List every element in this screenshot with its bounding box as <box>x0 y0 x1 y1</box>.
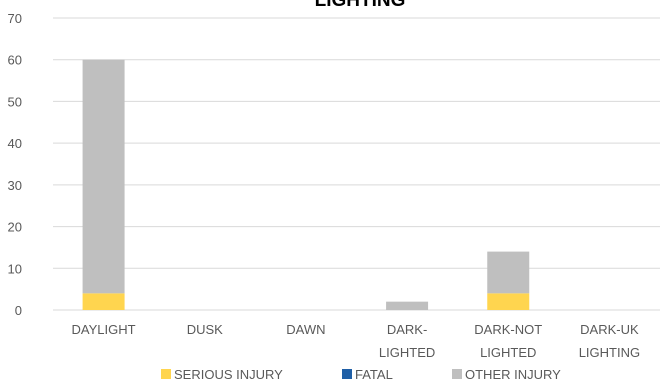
legend-label-2: OTHER INJURY <box>465 367 561 382</box>
y-tick-label: 30 <box>8 178 22 193</box>
x-category-label: DAWN <box>286 322 325 337</box>
x-category-label: DARK- LIGHTED <box>379 322 435 360</box>
x-category-label-line: LIGHTED <box>379 345 435 360</box>
x-category-label: DUSK <box>187 322 223 337</box>
legend-swatch-2 <box>452 369 462 379</box>
bar-other-injury-3 <box>386 301 429 310</box>
x-category-label-line: LIGHTING <box>579 345 640 360</box>
bar-other-injury-0 <box>82 59 125 294</box>
x-category-label-line: DUSK <box>187 322 223 337</box>
legend-swatch-1 <box>342 369 352 379</box>
gridlines <box>53 17 660 311</box>
y-tick-label: 50 <box>8 94 22 109</box>
chart-title: LIGHTING <box>315 0 406 11</box>
y-tick-label: 40 <box>8 136 22 151</box>
y-tick-label: 20 <box>8 220 22 235</box>
x-category-label-line: DAYLIGHT <box>72 322 136 337</box>
x-category-label-line: DARK-NOT <box>474 322 542 337</box>
x-category-label-line: LIGHTED <box>480 345 536 360</box>
x-category-label-line: DARK- <box>387 322 427 337</box>
legend: SERIOUS INJURY FATAL OTHER INJURY <box>161 367 561 382</box>
y-tick-label: 0 <box>15 303 22 318</box>
legend-label-0: SERIOUS INJURY <box>174 367 283 382</box>
x-category-label: DAYLIGHT <box>72 322 136 337</box>
y-tick-label: 60 <box>8 53 22 68</box>
bar-serious-injury-4 <box>487 293 530 310</box>
y-tick-label: 70 <box>8 11 22 26</box>
legend-swatch-0 <box>161 369 171 379</box>
bar-other-injury-4 <box>487 251 530 294</box>
x-category-label: DARK-NOT LIGHTED <box>474 322 542 360</box>
y-tick-label: 10 <box>8 261 22 276</box>
y-axis-ticks: 0 10 20 30 40 50 60 70 <box>8 11 22 318</box>
legend-label-1: FATAL <box>355 367 393 382</box>
bars <box>82 59 530 310</box>
bar-serious-injury-0 <box>82 293 125 310</box>
x-axis-categories: DAYLIGHT DUSK DAWN DARK- LIGHTED DARK-NOT LIGH… <box>72 322 641 360</box>
x-category-label-line: DARK-UK <box>580 322 639 337</box>
x-category-label-line: DAWN <box>286 322 325 337</box>
x-category-label: DARK-UK LIGHTING <box>579 322 640 360</box>
